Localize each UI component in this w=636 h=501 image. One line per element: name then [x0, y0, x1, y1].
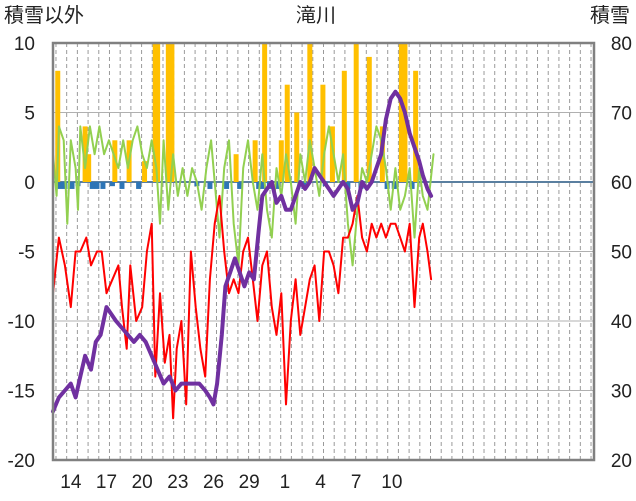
- x-tick-label: 10: [381, 472, 402, 493]
- x-tick-label: 23: [167, 472, 188, 493]
- x-tick-label: 4: [315, 472, 326, 493]
- snowfall-bar: [294, 112, 300, 182]
- temp_max-line: [52, 125, 435, 267]
- precip-bar: [94, 182, 100, 189]
- snowfall-bar: [233, 154, 239, 182]
- snowfall-bar: [353, 43, 359, 182]
- snowfall-bar: [112, 140, 118, 182]
- snow_depth-line: [51, 89, 434, 414]
- plot-area: [51, 43, 435, 420]
- x-axis-ticks: 14 17 20 23 26 29 1 4 7 10: [60, 472, 402, 493]
- temp_min-line: [52, 194, 433, 420]
- precip-bar: [57, 182, 63, 189]
- left-tick-label: 0: [24, 173, 35, 194]
- right-tick-label: 70: [611, 104, 632, 125]
- precip-bar: [69, 182, 75, 189]
- x-tick-label: 26: [203, 472, 224, 493]
- left-tick-label: -15: [8, 382, 35, 403]
- left-axis-label: 積雪以外: [4, 4, 84, 27]
- right-axis-label: 積雪: [590, 4, 630, 27]
- left-tick-label: -10: [8, 312, 35, 333]
- snowfall-bar: [165, 43, 171, 182]
- precip-bar: [136, 182, 142, 189]
- snowfall-bar: [284, 84, 290, 182]
- snowfall-bar: [329, 126, 335, 182]
- left-tick-label: 5: [24, 104, 35, 125]
- right-tick-label: 60: [611, 173, 632, 194]
- precip-bar: [207, 182, 213, 189]
- snowfall-bar: [320, 84, 326, 182]
- snowfall-bar: [155, 43, 161, 182]
- snowfall-bar: [413, 70, 419, 182]
- snowfall-bar: [86, 154, 92, 182]
- chart-title: 滝川: [296, 4, 336, 27]
- x-tick-label: 17: [96, 472, 117, 493]
- x-tick-label: 20: [132, 472, 153, 493]
- snowfall-bar: [142, 161, 148, 182]
- x-tick-label: 14: [60, 472, 82, 493]
- left-axis-ticks: 10 5 0 -5 -10 -15 -20: [8, 34, 35, 472]
- right-axis-ticks: 80 70 60 50 40 30 20: [611, 34, 632, 472]
- snowfall-bar: [398, 43, 404, 182]
- left-tick-label: -5: [18, 243, 35, 264]
- snowfall-bar: [262, 43, 268, 182]
- right-tick-label: 80: [611, 34, 632, 55]
- snowfall-bar: [366, 56, 372, 182]
- snowfall-bar: [55, 70, 61, 182]
- snowfall-bar: [169, 43, 175, 182]
- left-tick-label: -20: [8, 451, 35, 472]
- precip-bar: [259, 182, 265, 189]
- snowfall-bar: [82, 126, 88, 182]
- snowfall-bar: [341, 70, 347, 182]
- precip-bar: [100, 182, 106, 189]
- snowfall-bar: [307, 43, 313, 182]
- right-tick-label: 20: [611, 451, 632, 472]
- snowfall-bar: [278, 140, 284, 182]
- plot-frame: [51, 41, 596, 462]
- left-tick-label: 10: [14, 34, 35, 55]
- precip-bar: [89, 182, 95, 189]
- precip-bar: [119, 182, 125, 189]
- right-tick-label: 50: [611, 243, 632, 264]
- precip-bar: [109, 182, 115, 187]
- right-tick-label: 40: [611, 312, 632, 333]
- snowfall-bar: [252, 140, 258, 182]
- x-tick-label: 29: [239, 472, 260, 493]
- x-tick-label: 7: [351, 472, 362, 493]
- precip-bar: [409, 182, 415, 189]
- precip-bar: [275, 182, 281, 189]
- x-tick-label: 1: [280, 472, 291, 493]
- right-tick-label: 30: [611, 382, 632, 403]
- precip-bar: [237, 182, 243, 189]
- precip-bar: [224, 182, 230, 189]
